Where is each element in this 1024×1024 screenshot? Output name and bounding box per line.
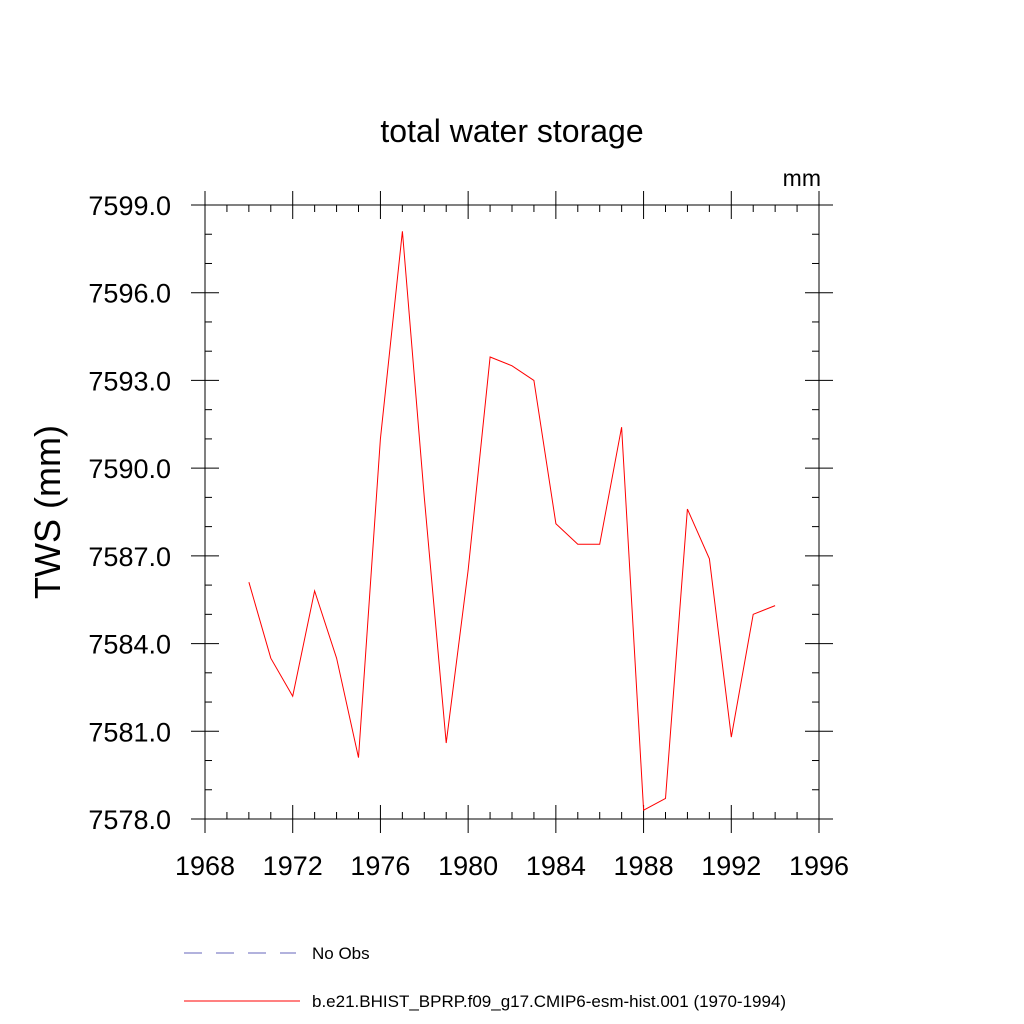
legend: No Obs b.e21.BHIST_BPRP.f09_g17.CMIP6-es… xyxy=(184,944,786,1011)
y-tick-label: 7599.0 xyxy=(88,191,171,221)
y-tick-label: 7596.0 xyxy=(88,279,171,309)
x-tick-label: 1996 xyxy=(789,851,849,881)
y-tick-labels: 7578.0 7581.0 7584.0 7587.0 7590.0 7593.0 7596… xyxy=(88,191,171,835)
major-ticks xyxy=(191,191,833,833)
x-tick-labels: 1968 1972 1976 1980 1984 1988 1992 1996 xyxy=(175,851,849,881)
chart-title: total water storage xyxy=(380,113,643,149)
y-tick-label: 7587.0 xyxy=(88,542,171,572)
x-tick-label: 1972 xyxy=(263,851,323,881)
plot-frame xyxy=(204,204,820,820)
series-group xyxy=(248,231,776,812)
x-tick-label: 1992 xyxy=(701,851,761,881)
x-tick-label: 1968 xyxy=(175,851,235,881)
y-tick-label: 7578.0 xyxy=(88,805,171,835)
x-tick-label: 1976 xyxy=(350,851,410,881)
y-tick-label: 7593.0 xyxy=(88,366,171,396)
x-tick-label: 1984 xyxy=(526,851,586,881)
legend-label-no-obs: No Obs xyxy=(312,944,370,963)
y-tick-label: 7584.0 xyxy=(88,630,171,660)
y-axis-label: TWS (mm) xyxy=(27,425,68,599)
y-tick-label: 7581.0 xyxy=(88,717,171,747)
units-label: mm xyxy=(783,165,821,191)
legend-label-model-run: b.e21.BHIST_BPRP.f09_g17.CMIP6-esm-hist.… xyxy=(312,992,786,1011)
y-tick-label: 7590.0 xyxy=(88,454,171,484)
x-tick-label: 1980 xyxy=(438,851,498,881)
series-line xyxy=(248,231,776,812)
x-tick-label: 1988 xyxy=(614,851,674,881)
minor-ticks xyxy=(205,205,819,819)
